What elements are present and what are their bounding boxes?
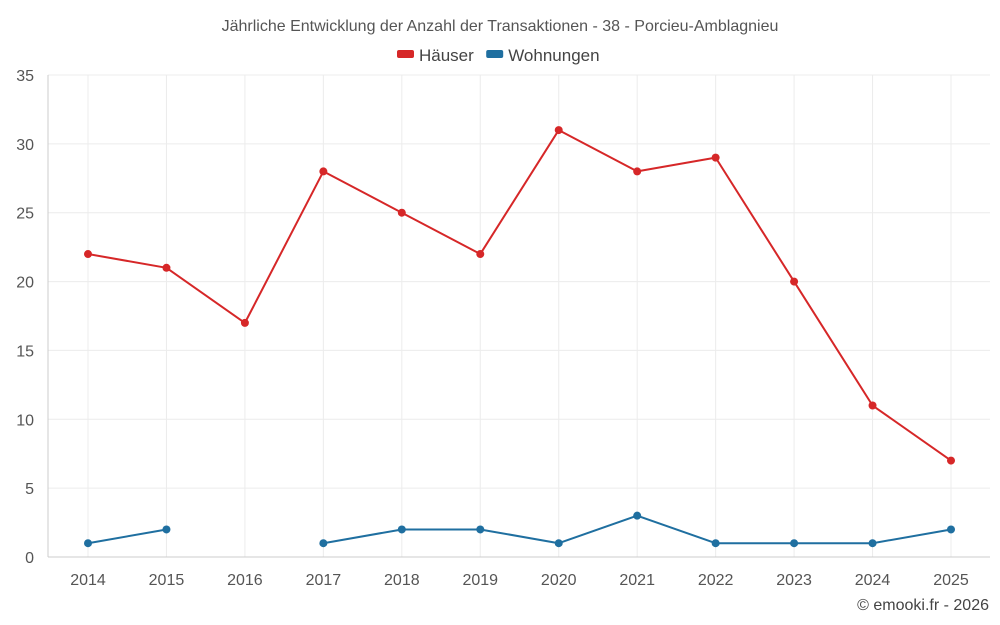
data-point [790,277,799,286]
chart-title: Jährliche Entwicklung der Anzahl der Tra… [222,18,779,35]
y-tick-label: 10 [16,412,34,429]
data-point [397,208,406,217]
x-tick-label: 2021 [619,572,655,589]
legend-swatch [486,50,504,58]
legend: Häuser Wohnungen [397,46,600,65]
legend-swatch [397,50,414,58]
data-point [240,318,249,327]
x-tick-label: 2020 [541,572,577,589]
series-layer [84,126,955,548]
data-point [162,263,171,272]
y-tick-label: 35 [16,68,34,85]
data-point [162,525,171,534]
x-tick-label: 2019 [462,572,498,589]
series-1 [84,511,955,548]
x-tick-label: 2016 [227,572,263,589]
data-point [633,167,642,176]
data-point [319,167,328,176]
x-tick-label: 2023 [776,572,812,589]
data-point [397,525,406,534]
data-point [84,250,92,259]
x-tick-label: 2014 [70,572,106,589]
data-point [633,511,642,520]
y-tick-label: 0 [25,550,34,567]
y-tick-label: 30 [16,137,34,154]
data-point [711,539,720,548]
x-tick-label: 2024 [855,572,891,589]
data-point [947,456,955,465]
series-0 [84,126,955,465]
grid [48,74,990,557]
series-line [87,129,952,462]
series-line [87,528,167,545]
data-point [84,539,92,548]
x-tick-label: 2022 [698,572,734,589]
data-point [476,250,485,259]
y-tick-label: 25 [16,206,34,223]
legend-label: Wohnungen [508,46,599,65]
x-tick-label: 2017 [306,572,342,589]
data-point [947,525,955,534]
y-tick-label: 15 [16,343,34,360]
data-point [711,153,720,162]
data-point [319,539,328,548]
y-tick-label: 5 [25,481,34,498]
data-point [868,539,877,548]
x-tick-label: 2025 [933,572,969,589]
y-tick-label: 20 [16,275,34,292]
data-point [476,525,485,534]
data-point [868,401,877,410]
credit-text: © emooki.fr - 2026 [857,597,989,614]
x-tick-label: 2018 [384,572,420,589]
legend-label: Häuser [419,46,474,65]
data-point [554,126,563,135]
x-tick-label: 2015 [149,572,185,589]
data-point [790,539,799,548]
data-point [554,539,563,548]
